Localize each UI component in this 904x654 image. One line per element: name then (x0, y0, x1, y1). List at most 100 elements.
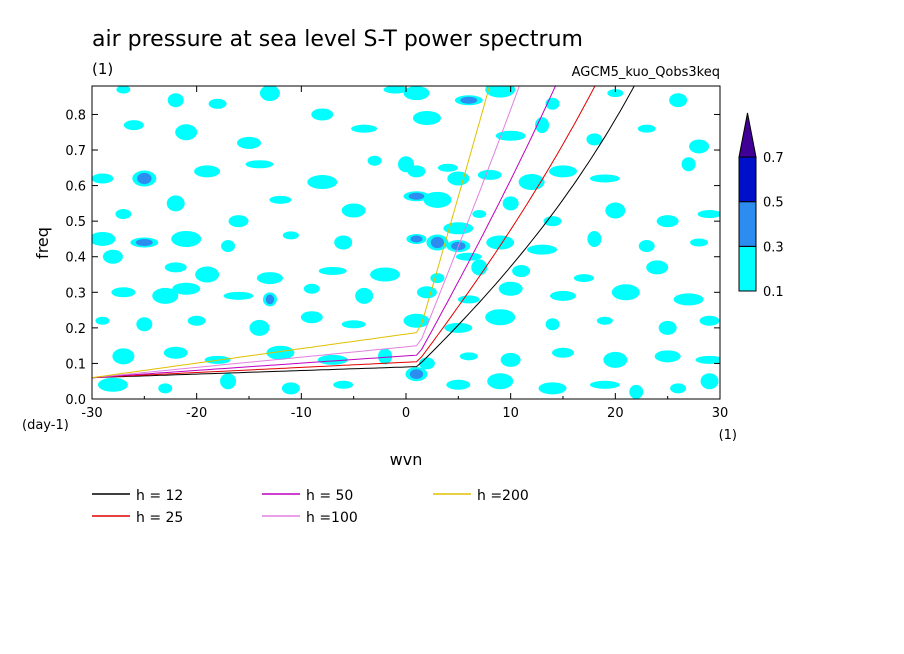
contour-blob (543, 216, 562, 227)
contour-blob (552, 347, 574, 358)
contour-blob (487, 373, 514, 390)
contour-blob (318, 266, 347, 275)
contour-blob (341, 320, 366, 329)
contour-blob (102, 249, 123, 264)
contour-blob (605, 202, 626, 219)
y-tick-label: 0.8 (65, 108, 86, 123)
contour-blob (697, 210, 720, 219)
contour-blob (446, 379, 471, 390)
contour-blob (485, 86, 516, 98)
contour-blob (163, 346, 188, 359)
contour-blob (437, 163, 458, 172)
contour-blob (112, 348, 135, 365)
contour-blob (549, 165, 577, 178)
contour-blob (367, 155, 382, 166)
contour-blob (256, 272, 283, 285)
contour-blob (208, 98, 227, 109)
contour-blob (486, 235, 515, 250)
contour-blob (195, 266, 220, 283)
contour-blob-core (410, 235, 423, 243)
contour-blob (629, 384, 644, 399)
contour-blob (689, 139, 710, 154)
contour-blob (158, 383, 173, 394)
x-axis-label: wvn (390, 450, 423, 469)
contour-blob (111, 287, 136, 298)
contour-blob (550, 290, 576, 301)
x-tick-label: -20 (186, 406, 207, 421)
contour-blob (341, 203, 366, 218)
dispersion-curve (92, 86, 635, 379)
contour-blob (495, 130, 526, 141)
contour-blob-core (135, 239, 153, 246)
contour-blob (447, 171, 470, 186)
contour-blob (175, 124, 198, 141)
contour-blob (245, 160, 274, 169)
contour-blob (187, 315, 206, 326)
legend-label: h = 25 (136, 510, 183, 526)
contour-blob (220, 373, 237, 390)
contour-blob (221, 240, 236, 253)
contour-blob (596, 316, 613, 325)
dispersion-curves (92, 86, 635, 379)
contour-blob (307, 175, 338, 190)
colorbar: 0.1 0.3 0.5 0.7 (738, 112, 784, 300)
contour-blob (656, 215, 679, 228)
contour-blob (303, 283, 320, 294)
colorbar-arrow (738, 112, 757, 158)
contour-blob (535, 117, 550, 134)
contour-blob (586, 133, 603, 146)
contour-blob (589, 380, 620, 389)
contour-blob (589, 174, 620, 183)
dispersion-curve (92, 86, 491, 379)
contour-blob (527, 244, 558, 255)
x-tick-label: 0 (402, 406, 410, 421)
contour-blob (658, 320, 677, 335)
legend-label: h = 50 (306, 488, 353, 504)
colorbar-band (738, 201, 757, 247)
contour-blob (477, 169, 502, 180)
contour-blob (351, 124, 378, 133)
contour-blob (459, 352, 478, 361)
contour-blob (116, 86, 131, 94)
contour-blob (500, 352, 521, 367)
contour-blob (281, 382, 300, 395)
y-tick-label: 0.7 (65, 144, 86, 159)
contour-blob (654, 350, 681, 363)
y-tick-label: 0.3 (65, 286, 86, 301)
legend-label: h =100 (306, 510, 358, 526)
colorbar-label: 0.5 (763, 196, 784, 211)
contour-blob (95, 316, 110, 325)
y-tick-label: 0.0 (65, 393, 86, 408)
contour-blob (97, 377, 128, 392)
contour-blob (502, 196, 519, 211)
contour-blob (457, 295, 480, 304)
contour-blob (223, 291, 254, 300)
contour-blob (472, 210, 487, 219)
contour-blob (681, 157, 696, 172)
contour-blob (317, 354, 348, 365)
legend-label: h = 12 (136, 488, 183, 504)
y-tick-label: 0.6 (65, 180, 86, 195)
y-axis-label: freq (33, 227, 52, 259)
contour-blob (355, 287, 374, 304)
contour-blob (538, 382, 567, 395)
contour-blob (673, 293, 704, 306)
x-unit-label: (1) (719, 428, 737, 443)
contour-blob (443, 222, 474, 235)
contour-blob (638, 240, 655, 253)
contour-blob (607, 89, 624, 98)
contour-blob (300, 311, 323, 324)
contour-blob (259, 86, 280, 102)
contour-blob (152, 287, 179, 304)
contour-blob (167, 93, 184, 108)
contour-blob (403, 313, 430, 328)
contour-blob (136, 317, 153, 332)
contour-fill-area (92, 86, 720, 399)
contour-blob (378, 348, 393, 365)
contour-blob (545, 318, 560, 331)
contour-blob (700, 373, 719, 390)
x-tick-label: 20 (607, 406, 624, 421)
contour-blob (171, 230, 202, 247)
x-tick-label: 10 (502, 406, 519, 421)
